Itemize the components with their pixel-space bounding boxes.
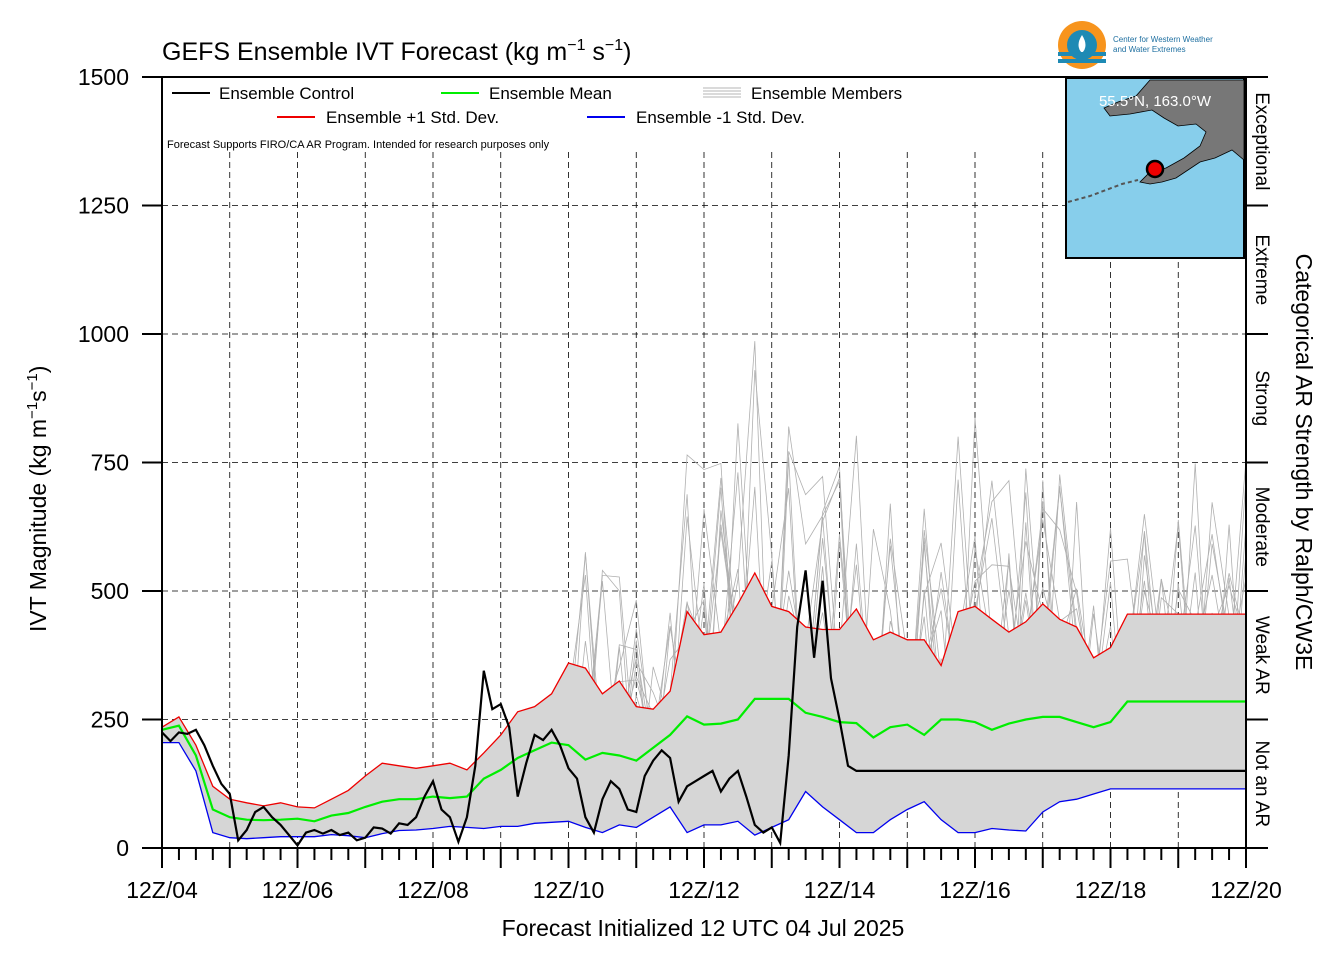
category-label-not-an-ar: Not an AR bbox=[1251, 740, 1272, 827]
legend-label-control: Ensemble Control bbox=[219, 84, 354, 103]
ar-category-labels: Not an AR Weak AR Moderate Strong Extreme Exc… bbox=[1246, 76, 1272, 849]
x-tick-label-1: 12Z/06 bbox=[262, 877, 334, 903]
x-tick-label-8: 12Z/20 bbox=[1210, 877, 1282, 903]
x-tick-label-5: 12Z/14 bbox=[804, 877, 876, 903]
y-axis-ticks: 0 250 500 750 1000 1250 1500 bbox=[78, 64, 162, 861]
series-lines bbox=[161, 570, 1246, 848]
x-tick-label-0: 12Z/04 bbox=[126, 877, 198, 903]
legend-label-members: Ensemble Members bbox=[751, 84, 902, 103]
x-tick-label-4: 12Z/12 bbox=[668, 877, 740, 903]
legend-label-mean: Ensemble Mean bbox=[489, 84, 612, 103]
y-tick-label-0: 0 bbox=[116, 835, 129, 861]
series-ensemble-1-std-dev bbox=[161, 571, 1246, 809]
y-tick-label-4: 1000 bbox=[78, 321, 129, 347]
location-inset-map: 55.5°N, 163.0°W bbox=[1065, 77, 1245, 259]
alaska-landmass bbox=[1103, 79, 1245, 185]
category-label-exceptional: Exceptional bbox=[1251, 92, 1272, 190]
y-tick-label-1: 250 bbox=[91, 707, 129, 733]
x-tick-label-2: 12Z/08 bbox=[397, 877, 469, 903]
cw3e-logo: Center for Western Weather and Water Ext… bbox=[1058, 21, 1213, 69]
research-note: Forecast Supports FIRO/CA AR Program. In… bbox=[167, 139, 550, 151]
series-ensemble-mean bbox=[161, 697, 1246, 823]
y-tick-label-6: 1500 bbox=[78, 64, 129, 90]
legend: Ensemble Control Ensemble Mean Ensemble … bbox=[167, 84, 902, 151]
std-dev-band bbox=[162, 573, 1246, 839]
logo-text-line2: and Water Extremes bbox=[1113, 45, 1186, 54]
legend-swatch-members bbox=[703, 87, 741, 98]
category-label-extreme: Extreme bbox=[1251, 234, 1272, 305]
y-axis-label: IVT Magnitude (kg m−1s−1) bbox=[24, 366, 51, 632]
category-label-strong: Strong bbox=[1251, 370, 1272, 426]
x-tick-label-7: 12Z/18 bbox=[1075, 877, 1147, 903]
y-tick-label-2: 500 bbox=[91, 578, 129, 604]
x-axis-label: Forecast Initialized 12 UTC 04 Jul 2025 bbox=[502, 915, 905, 941]
logo-text-line1: Center for Western Weather bbox=[1113, 35, 1213, 44]
legend-label-minus-std: Ensemble -1 Std. Dev. bbox=[636, 108, 805, 127]
aleutian-chain bbox=[1067, 179, 1139, 203]
category-label-moderate: Moderate bbox=[1251, 487, 1272, 567]
location-marker-icon bbox=[1145, 159, 1165, 179]
y-tick-label-5: 1250 bbox=[78, 193, 129, 219]
category-label-weak-ar: Weak AR bbox=[1251, 616, 1272, 695]
x-axis-ticks: 12Z/04 12Z/06 12Z/08 12Z/10 12Z/12 12Z/14 12Z/… bbox=[126, 848, 1282, 903]
y-tick-label-3: 750 bbox=[91, 450, 129, 476]
legend-label-plus-std: Ensemble +1 Std. Dev. bbox=[326, 108, 499, 127]
x-tick-label-6: 12Z/16 bbox=[939, 877, 1011, 903]
right-axis-label: Categorical AR Strength by Ralph/CW3E bbox=[1291, 254, 1317, 671]
series-ensemble-control bbox=[161, 570, 1246, 848]
chart-title: GEFS Ensemble IVT Forecast (kg m−1 s−1) bbox=[162, 37, 632, 66]
inset-location-label: 55.5°N, 163.0°W bbox=[1099, 93, 1212, 110]
x-tick-label-3: 12Z/10 bbox=[533, 877, 605, 903]
